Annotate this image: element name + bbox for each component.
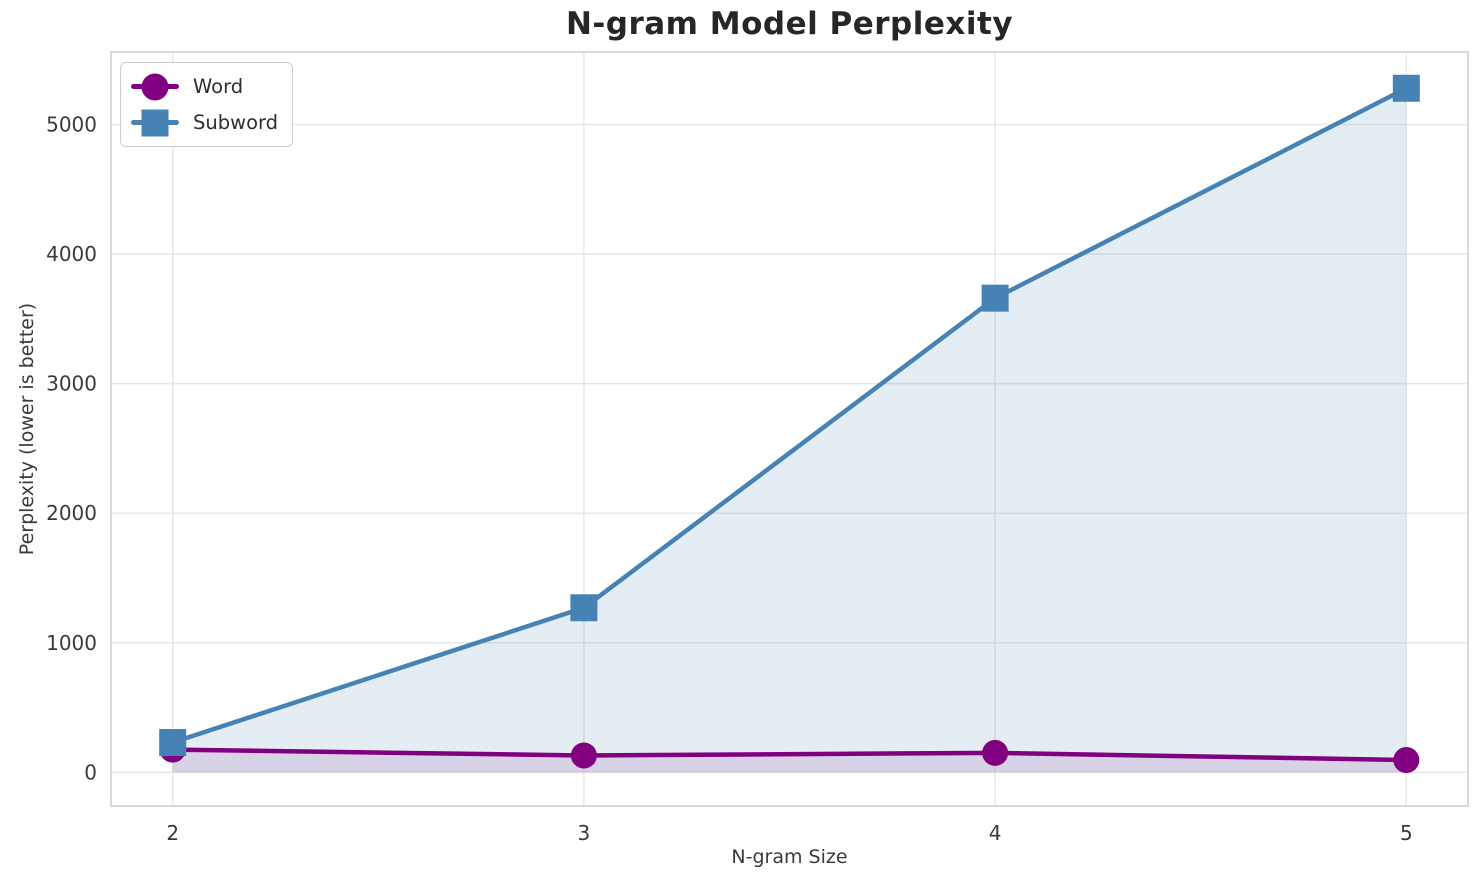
x-tick-label: 2: [166, 821, 179, 845]
y-tick-label: 4000: [46, 242, 97, 266]
y-tick-label: 1000: [46, 631, 97, 655]
x-tick-label: 5: [1400, 821, 1413, 845]
x-tick-label: 3: [578, 821, 591, 845]
word-line: [170, 747, 1409, 763]
word-series-sample: [131, 71, 179, 102]
legend: Word Subword: [120, 62, 294, 147]
subword-area-fill: [172, 88, 1407, 773]
subword-series-sample: [131, 107, 179, 138]
plot-background: [111, 52, 1468, 806]
subword-marker: [159, 729, 187, 757]
word-marker: [1393, 747, 1420, 774]
plot-border: [110, 51, 1469, 807]
chart-title: N-gram Model Perplexity: [565, 6, 1014, 42]
x-tick-label: 4: [989, 821, 1002, 845]
y-tick-label: 3000: [46, 372, 97, 396]
legend-item-subword: Subword: [131, 107, 278, 138]
y-tick-label: 5000: [46, 113, 97, 137]
word-marker: [570, 742, 597, 769]
word-circle-marker-icon: [141, 73, 169, 100]
subword-marker: [1392, 74, 1420, 102]
legend-label-subword: Subword: [193, 110, 279, 134]
legend-label-word: Word: [193, 74, 244, 98]
word-marker: [982, 739, 1009, 766]
subword-square-marker-icon: [141, 109, 169, 136]
x-axis-label: N-gram Size: [731, 846, 848, 868]
legend-item-word: Word: [131, 71, 278, 102]
subword-marker: [981, 284, 1009, 312]
subword-line: [170, 86, 1409, 745]
subword-marker: [570, 594, 598, 622]
y-tick-label: 2000: [46, 501, 97, 525]
y-tick-label: 0: [84, 760, 97, 784]
y-axis-label: Perplexity (lower is better): [16, 302, 38, 556]
